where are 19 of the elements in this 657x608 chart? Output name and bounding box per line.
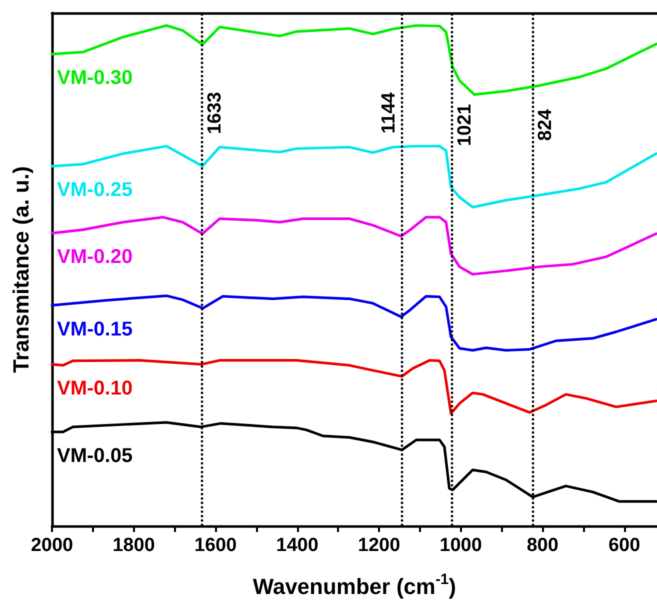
series-label: VM-0.05 [57,444,133,467]
ref-line-label: 1021 [454,103,476,146]
series-label: VM-0.30 [57,67,133,90]
series-label: VM-0.20 [57,246,133,268]
x-tick-label: 1600 [194,535,237,556]
series-label: VM-0.15 [57,318,133,340]
ref-line-label: 1633 [204,92,226,134]
x-tick-label: 2000 [30,535,74,556]
x-tick-label: 1800 [112,535,155,556]
x-tick-label: 1000 [440,535,482,556]
y-axis-title: Transmitance (a. u.) [8,166,34,373]
series-label: VM-0.10 [57,377,133,400]
ref-line-label: 1144 [378,92,400,134]
x-tick-label: 1400 [276,535,318,556]
x-tick-label: 1200 [358,535,400,556]
ref-line-label: 824 [535,108,556,141]
x-tick-label: 800 [526,535,558,556]
series-label: VM-0.25 [57,179,133,202]
x-tick-label: 600 [608,535,640,556]
